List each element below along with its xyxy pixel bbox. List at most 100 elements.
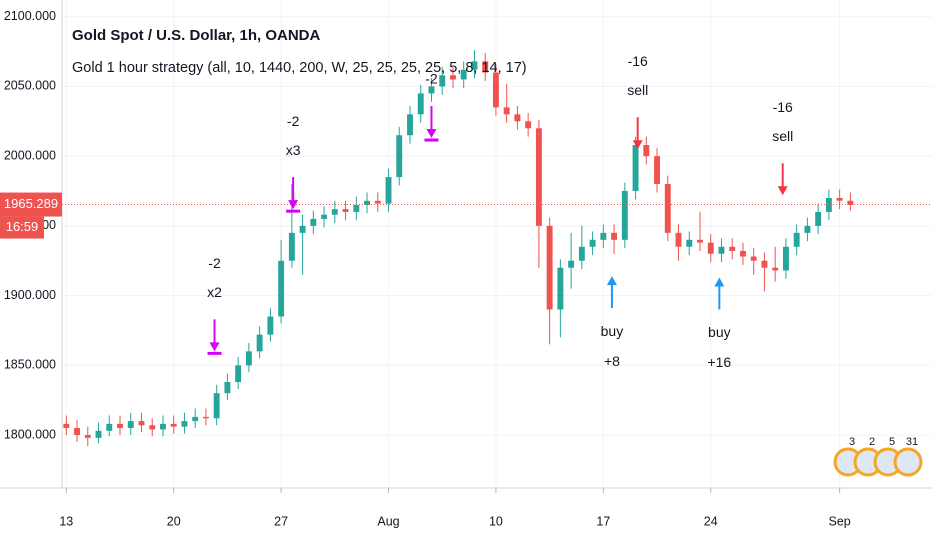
candle-body	[95, 430, 102, 438]
candle-body	[686, 239, 693, 247]
candle-body	[321, 214, 328, 219]
event-badge-label: 2	[869, 436, 875, 448]
candle-body	[825, 197, 832, 212]
candle-body	[589, 239, 596, 247]
candle-body	[117, 423, 123, 429]
signal-arrow-head	[777, 186, 788, 196]
candle-body	[482, 61, 489, 73]
signal: -16 sell	[772, 99, 793, 196]
last-price-label: 1965.289	[4, 196, 58, 211]
candle-body	[385, 177, 392, 204]
candle-body	[288, 232, 295, 261]
candle-body	[557, 267, 564, 310]
event-badge	[893, 447, 923, 477]
candle-body	[621, 191, 628, 240]
countdown-badge	[0, 216, 44, 239]
signal: buy +8	[601, 276, 624, 369]
signal-arrow-head	[714, 277, 725, 287]
candle-body	[492, 72, 499, 108]
candle-body	[439, 75, 446, 87]
candle-body	[514, 114, 521, 122]
signal-arrow-head	[426, 129, 437, 139]
candle-body	[740, 250, 746, 257]
signal-label: buy	[601, 323, 624, 339]
event-badge-label: 3	[849, 436, 855, 448]
candle-body	[503, 107, 510, 115]
x-tick-label: 24	[704, 514, 718, 528]
x-tick-label: 13	[59, 514, 73, 528]
candle-body	[278, 260, 285, 317]
candle-body	[63, 423, 70, 429]
candle-body	[611, 232, 618, 240]
candle-body	[396, 135, 403, 178]
candle-body	[245, 351, 252, 366]
y-tick-label: 2100.000	[4, 9, 56, 23]
candle-body	[106, 423, 113, 431]
candle-body	[331, 209, 338, 215]
candle-body	[568, 260, 575, 268]
candle-body	[138, 421, 145, 426]
candle-body	[428, 86, 435, 94]
signal-arrow-head	[209, 342, 220, 352]
candle-body	[450, 75, 456, 80]
signal-label: x2	[207, 284, 222, 300]
x-tick-label: 20	[167, 514, 181, 528]
candle-body	[192, 416, 199, 422]
event-badge-label: 5	[889, 436, 895, 448]
signal-label: +8	[604, 353, 620, 369]
countdown-label: 16:59	[6, 219, 39, 234]
signal-arrow-head	[288, 200, 299, 210]
candle-body	[761, 260, 768, 268]
signal-label: +16	[707, 354, 731, 370]
signal-label: -16	[628, 53, 648, 69]
y-tick-label: 1850.000	[4, 358, 56, 372]
candle-body	[664, 184, 671, 233]
candle-body	[224, 382, 231, 394]
candle-body	[632, 145, 639, 192]
signal: -16 sell	[627, 53, 648, 150]
last-price-badge	[0, 192, 62, 217]
candle-body	[127, 421, 134, 429]
candle-body	[84, 435, 91, 438]
candle-body	[342, 209, 349, 212]
candle-body	[729, 246, 736, 251]
candle-body	[149, 425, 156, 430]
candle-body	[718, 246, 725, 254]
candle-body	[160, 423, 166, 430]
x-tick-label: Aug	[377, 514, 399, 528]
signal-label: x3	[286, 142, 301, 158]
candle-body	[772, 267, 779, 271]
candle-body	[299, 225, 306, 233]
candle-body	[170, 423, 177, 427]
signal-label: -16	[773, 99, 793, 115]
signal: -2 x2	[207, 255, 222, 355]
chart-title: Gold Spot / U.S. Dollar, 1h, OANDA	[72, 27, 321, 44]
candle-body	[535, 128, 542, 226]
candle-body	[750, 256, 757, 261]
candle-body	[525, 121, 532, 129]
event-badge-label: 31	[906, 436, 918, 448]
candle-body	[460, 69, 467, 80]
candle-body	[74, 428, 80, 436]
candle-body	[310, 218, 317, 226]
y-tick-label: 1800.000	[4, 427, 56, 441]
y-tick-label: 1900.000	[4, 288, 56, 302]
candle-body	[804, 225, 811, 233]
candle-body	[235, 365, 242, 383]
x-tick-label: 17	[596, 514, 610, 528]
candle-body	[697, 239, 703, 243]
candle-body	[675, 232, 682, 247]
y-tick-label: 2000.000	[4, 148, 56, 162]
signal-label: -2	[287, 113, 300, 129]
candle-body	[815, 211, 822, 226]
candle-body	[707, 242, 714, 254]
candle-body	[374, 200, 381, 204]
signal-arrow-head	[632, 140, 643, 150]
candle-body	[417, 93, 424, 115]
candle-body	[782, 246, 789, 271]
strategy-label: Gold 1 hour strategy (all, 10, 1440, 200…	[72, 60, 527, 76]
signal: -2	[424, 71, 439, 142]
candle-body	[202, 416, 209, 419]
signal-label: -2	[425, 71, 438, 87]
